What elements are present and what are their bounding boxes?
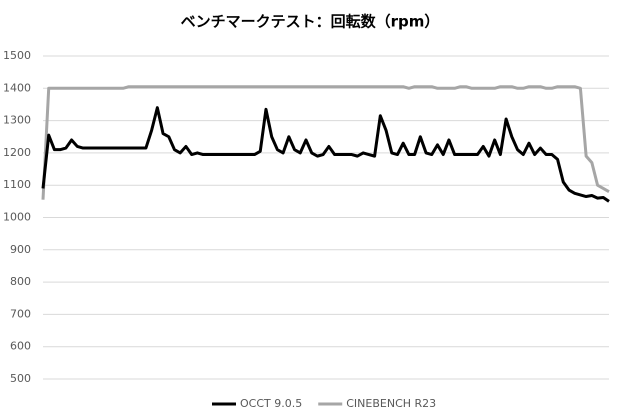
- y-tick-label: 1400: [3, 81, 31, 94]
- legend-label: CINEBENCH R23: [346, 397, 436, 410]
- y-tick-label: 600: [10, 340, 31, 353]
- y-tick-label: 1200: [3, 146, 31, 159]
- y-tick-label: 800: [10, 275, 31, 288]
- legend-label: OCCT 9.0.5: [240, 397, 302, 410]
- chart-title: ベンチマークテスト：回転数（rpm）: [181, 13, 440, 31]
- y-tick-label: 1500: [3, 49, 31, 62]
- y-tick-label: 1000: [3, 211, 31, 224]
- y-tick-label: 900: [10, 243, 31, 256]
- series-line: [41, 85, 610, 200]
- series-line: [41, 106, 610, 203]
- y-tick-label: 1300: [3, 114, 31, 127]
- y-tick-label: 700: [10, 307, 31, 320]
- y-tick-label: 1100: [3, 178, 31, 191]
- y-tick-label: 500: [10, 372, 31, 385]
